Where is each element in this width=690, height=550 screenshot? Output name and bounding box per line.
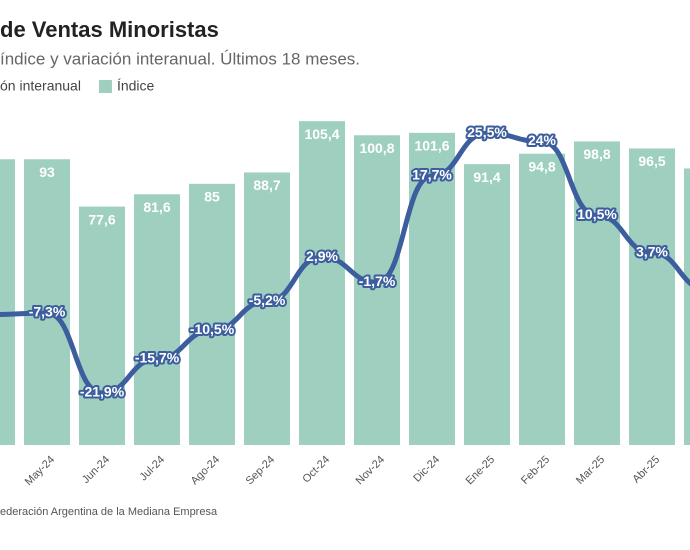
bar-label: 93 xyxy=(39,164,55,180)
bar xyxy=(464,164,510,446)
bar xyxy=(684,168,690,446)
line-label: 25,5% xyxy=(467,124,507,140)
chart-subtitle: índice y variación interanual. Últimos 1… xyxy=(0,49,360,68)
bar-label: 96,5 xyxy=(638,153,665,169)
bar-label: 94,8 xyxy=(528,158,555,174)
bar-label: 101,6 xyxy=(414,138,449,154)
line-label: -21,9% xyxy=(80,384,125,400)
bar-label: 77,6 xyxy=(88,211,115,227)
x-tick-label: Ago-24 xyxy=(189,454,223,488)
bar xyxy=(629,148,675,445)
bar xyxy=(409,132,455,445)
line-label: 2,9% xyxy=(306,248,338,264)
bar-label: 88,7 xyxy=(253,177,280,193)
bar-label: 105,4 xyxy=(304,126,339,142)
bar xyxy=(0,159,15,445)
x-tick-label: Jul-24 xyxy=(137,454,167,484)
x-tick-label: Sep-24 xyxy=(244,454,278,488)
bar xyxy=(519,153,565,446)
x-tick-label: May-24 xyxy=(23,454,57,488)
bar xyxy=(244,172,290,445)
line-label: 24% xyxy=(528,132,557,148)
legend-swatch xyxy=(98,80,112,93)
x-tick-label: Jun-24 xyxy=(80,454,112,486)
bar xyxy=(574,141,620,445)
x-tick-label: Nov-24 xyxy=(354,454,388,488)
line-label: -10,5% xyxy=(190,321,235,337)
line-label: 17,7% xyxy=(412,167,452,183)
bar-label: 100,8 xyxy=(359,140,394,156)
bar-label: 91,4 xyxy=(473,169,500,185)
bar xyxy=(189,183,235,445)
x-tick-label: Oct-24 xyxy=(300,454,332,486)
legend-label: ón interanual xyxy=(0,78,81,94)
bar xyxy=(24,159,70,445)
x-tick-label: Ene-25 xyxy=(464,454,498,488)
line-label: 10,5% xyxy=(577,206,617,222)
bar xyxy=(354,135,400,445)
bar-label: 81,6 xyxy=(143,199,170,215)
line-label: -5,2% xyxy=(249,292,286,308)
bar xyxy=(79,206,125,445)
bar xyxy=(134,194,180,445)
line-label: -15,7% xyxy=(135,350,180,366)
x-tick-label: Feb-25 xyxy=(519,454,552,487)
chart-title: de Ventas Minoristas xyxy=(0,17,219,42)
line-label: -7,3% xyxy=(29,304,66,320)
x-tick-label: Dic-24 xyxy=(411,454,442,485)
bar-label: 85 xyxy=(204,189,220,205)
bar xyxy=(299,121,345,445)
line xyxy=(0,130,690,396)
x-tick-label: Abr-25 xyxy=(630,454,662,486)
bar-label: 98,8 xyxy=(583,146,610,162)
x-tick-label: Mar-25 xyxy=(574,454,607,487)
legend-label: Índice xyxy=(117,78,155,94)
line-label: 3,7% xyxy=(636,243,668,259)
line-label: -1,7% xyxy=(359,273,396,289)
source: ederación Argentina de la Mediana Empres… xyxy=(0,506,218,518)
